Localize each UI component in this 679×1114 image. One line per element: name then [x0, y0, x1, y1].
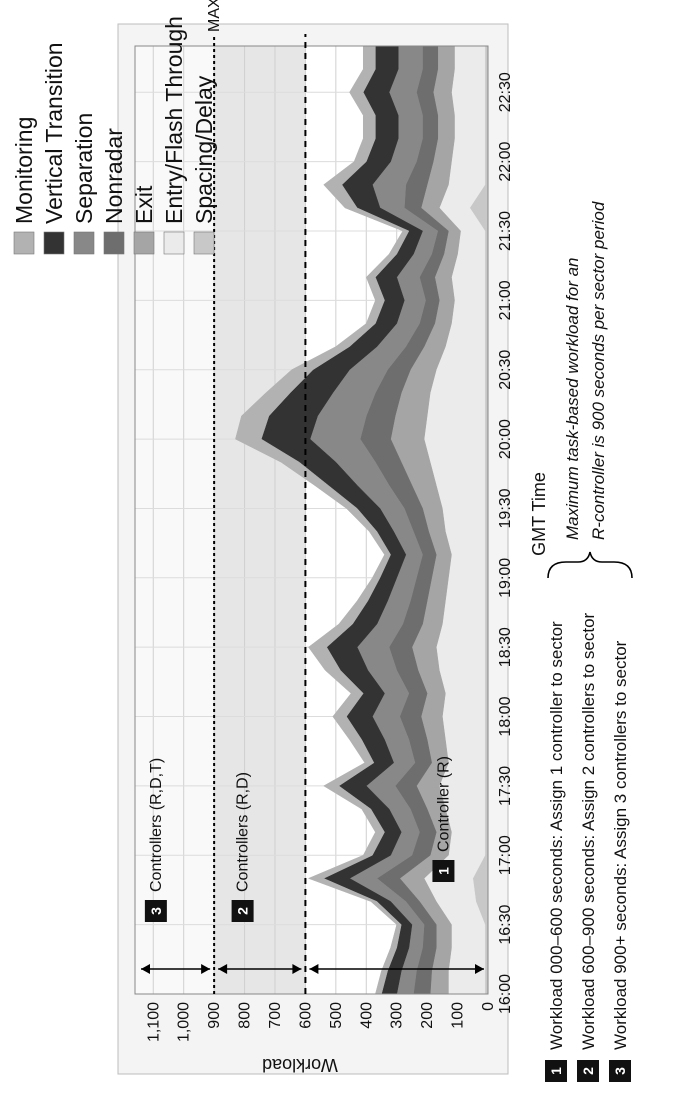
y-tick-label: 800 — [237, 1002, 254, 1029]
legend-swatch — [103, 231, 125, 255]
note-text: Workload 600–900 seconds: Assign 2 contr… — [579, 612, 598, 1050]
y-tick-label: 100 — [450, 1002, 467, 1029]
legend-label: Exit — [131, 185, 157, 224]
arrow-rdt-head-bottom — [201, 964, 211, 974]
legend-swatch — [193, 231, 215, 255]
legend-label: Separation — [71, 113, 97, 224]
x-tick-label: 22:00 — [497, 141, 514, 181]
y-tick-label: 700 — [267, 1002, 284, 1029]
y-tick-label: 200 — [419, 1002, 436, 1029]
annotation-r-badge — [432, 860, 455, 882]
note-badge — [609, 1060, 631, 1082]
legend-label: Nonradar — [101, 128, 127, 224]
x-axis-title: GMT Time — [529, 472, 549, 556]
y-tick-label: 500 — [328, 1002, 345, 1029]
y-tick-label: 600 — [297, 1002, 314, 1029]
max-label: MAX — [206, 0, 223, 32]
x-tick-label: 16:30 — [497, 905, 514, 945]
note-bracket-line-2: R-controller is 900 seconds per sector p… — [589, 201, 608, 540]
note-badge-text: 1 — [548, 1067, 564, 1075]
annotation-rd-badge — [231, 900, 254, 922]
note-bracket-line-1: Maximum task-based workload for an — [563, 257, 582, 540]
annotation-r-label: Controller (R) — [435, 756, 452, 852]
annotation-r-badge-text: 1 — [435, 867, 451, 875]
plot-border — [134, 45, 489, 995]
x-tick-label: 20:30 — [497, 350, 514, 390]
notes: 1 Workload 000–600 seconds: Assign 1 cont… — [545, 201, 633, 1082]
legend-label: Monitoring — [11, 117, 37, 224]
x-tick-label: 16:00 — [497, 974, 514, 1014]
x-tick-label: 18:30 — [497, 627, 514, 667]
arrow-r-head-bottom — [475, 964, 484, 974]
annotation-rdt-badge — [144, 900, 167, 922]
annotation-rd-badge-text: 2 — [235, 907, 251, 915]
plot-area: 0 100 200 300 400 500 600 700 800 900 1,000 1,100 16… — [134, 0, 514, 1042]
note-badge — [577, 1060, 599, 1082]
legend-swatch — [163, 231, 185, 255]
annotation-rdt-badge-text: 3 — [148, 907, 164, 915]
y-axis-title: Workload — [262, 1055, 338, 1075]
x-tick-label: 19:00 — [497, 558, 514, 598]
x-tick-label: 22:30 — [497, 72, 514, 112]
legend-label: Entry/Flash Through — [161, 16, 187, 224]
y-tick-label: 0 — [480, 1002, 497, 1011]
y-tick-label: 900 — [206, 1002, 223, 1029]
note-text: Workload 000–600 seconds: Assign 1 contr… — [547, 621, 566, 1050]
legend: Monitoring Vertical Transition Separation N… — [11, 16, 217, 255]
x-tick-label: 19:30 — [497, 488, 514, 528]
arrow-rd-head-top — [218, 964, 228, 974]
legend-swatch — [13, 231, 35, 255]
y-tick-label: 1,000 — [176, 1002, 193, 1042]
annotation-rdt-label: Controllers (R,D,T) — [148, 758, 165, 892]
note-badge — [545, 1060, 567, 1082]
arrow-rd-head-bottom — [292, 964, 302, 974]
arrow-rdt-head-top — [141, 964, 150, 974]
arrow-r-head-top — [309, 964, 319, 974]
annotation-rd-label: Controllers (R,D) — [235, 772, 252, 892]
y-tick-label: 300 — [389, 1002, 406, 1029]
note-badge-text: 3 — [612, 1067, 628, 1075]
zone-900-plus — [135, 46, 215, 994]
x-tick-label: 20:00 — [497, 419, 514, 459]
x-tick-label: 18:00 — [497, 696, 514, 736]
zone-600-900 — [214, 46, 306, 994]
legend-swatch — [43, 231, 65, 255]
legend-label: Spacing/Delay — [191, 75, 217, 224]
y-tick-label: 1,100 — [145, 1002, 162, 1042]
y-tick-label: 400 — [358, 1002, 375, 1029]
x-tick-label: 21:00 — [497, 280, 514, 320]
legend-swatch — [73, 231, 95, 255]
note-text: Workload 900+ seconds: Assign 3 controll… — [611, 640, 630, 1050]
x-tick-label: 21:30 — [497, 211, 514, 251]
note-brace — [547, 551, 633, 579]
x-tick-label: 17:30 — [497, 766, 514, 806]
legend-label: Vertical Transition — [41, 42, 67, 224]
x-tick-label: 17:00 — [497, 835, 514, 875]
legend-swatch — [133, 231, 155, 255]
note-badge-text: 2 — [580, 1067, 596, 1075]
